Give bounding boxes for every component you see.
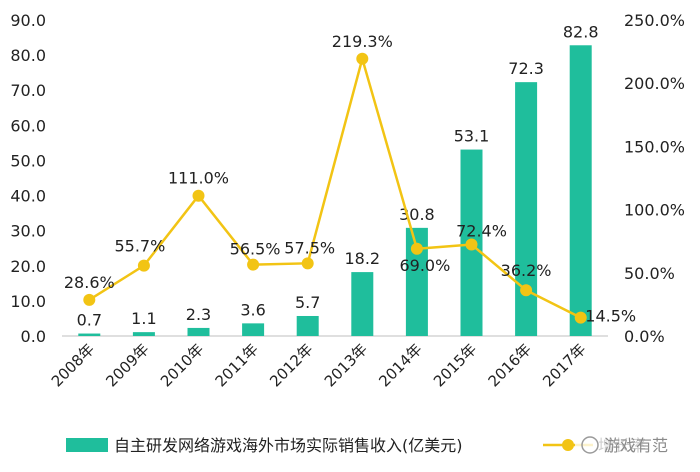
bar: [569, 45, 592, 336]
y-left-tick-label: 10.0: [10, 292, 46, 311]
bar: [405, 227, 428, 336]
x-tick-label: 2008年: [48, 340, 98, 390]
growth-value-label: 28.6%: [64, 273, 115, 292]
growth-line: [88, 54, 582, 319]
x-tick-label: 2009年: [102, 340, 152, 390]
x-tick-label: 2010年: [157, 340, 207, 390]
growth-point: [465, 238, 478, 251]
x-tick-label: 2016年: [485, 340, 535, 390]
bar-value-label: 5.7: [295, 293, 320, 312]
growth-value-label: 219.3%: [332, 32, 393, 51]
growth-point: [356, 52, 369, 65]
bar-value-label: 72.3: [508, 59, 544, 78]
bar-value-label: 53.1: [454, 127, 490, 146]
growth-value-label: 36.2%: [501, 261, 552, 280]
x-tick-label: 2012年: [266, 340, 316, 390]
growth-value-label: 14.5%: [585, 307, 636, 326]
growth-point: [520, 284, 533, 297]
x-tick-label: 2017年: [539, 340, 589, 390]
bar-value-label: 3.6: [240, 300, 265, 319]
x-tick-label: 2011年: [212, 340, 262, 390]
y-right-tick-label: 100.0%: [624, 201, 685, 220]
bar: [515, 82, 538, 336]
growth-value-label: 72.4%: [456, 221, 507, 240]
growth-value-label: 55.7%: [114, 237, 165, 256]
bar: [242, 323, 265, 336]
growth-value-label: 56.5%: [230, 240, 281, 259]
bar: [187, 327, 210, 336]
growth-point: [301, 257, 314, 270]
watermark-backdrop: [575, 433, 699, 459]
y-left-tick-label: 40.0: [10, 187, 46, 206]
bar: [132, 332, 155, 336]
y-left-tick-label: 70.0: [10, 81, 46, 100]
x-tick-label: 2014年: [375, 340, 425, 390]
y-left-tick-label: 90.0: [10, 11, 46, 30]
bar: [78, 333, 101, 336]
y-right-tick-label: 250.0%: [624, 11, 685, 30]
y-right-tick-label: 0.0%: [624, 327, 665, 346]
bar-value-label: 1.1: [131, 309, 156, 328]
growth-point: [247, 258, 260, 271]
growth-value-label: 57.5%: [284, 238, 335, 257]
legend-bar-swatch: [66, 438, 108, 452]
y-left-tick-label: 50.0: [10, 151, 46, 170]
growth-point: [83, 293, 96, 306]
y-left-tick-label: 20.0: [10, 257, 46, 276]
bar-value-label: 0.7: [77, 311, 102, 330]
y-left-tick-label: 80.0: [10, 46, 46, 65]
bar-value-label: 82.8: [563, 22, 599, 41]
growth-point: [192, 189, 205, 202]
x-tick-label: 2015年: [430, 340, 480, 390]
growth-value-label: 111.0%: [168, 169, 229, 188]
x-tick-label: 2013年: [321, 340, 371, 390]
growth-point: [574, 311, 587, 324]
growth-point: [137, 259, 150, 272]
watermark-text: 游戏有范: [604, 436, 668, 455]
legend-bar-label: 自主研发网络游戏海外市场实际销售收入(亿美元): [114, 436, 463, 455]
wechat-icon: [581, 436, 599, 454]
y-right-tick-label: 200.0%: [624, 74, 685, 93]
bar: [296, 315, 319, 336]
y-right-tick-label: 50.0%: [624, 264, 675, 283]
bar-value-label: 2.3: [186, 305, 211, 324]
y-left-tick-label: 0.0: [21, 327, 46, 346]
growth-value-label: 69.0%: [399, 256, 450, 275]
bar: [351, 272, 374, 336]
y-left-tick-label: 30.0: [10, 222, 46, 241]
growth-point: [410, 242, 423, 255]
y-left-tick-label: 60.0: [10, 116, 46, 135]
bar-value-label: 18.2: [344, 249, 380, 268]
legend-line-marker: [562, 439, 574, 451]
y-right-tick-label: 150.0%: [624, 137, 685, 156]
